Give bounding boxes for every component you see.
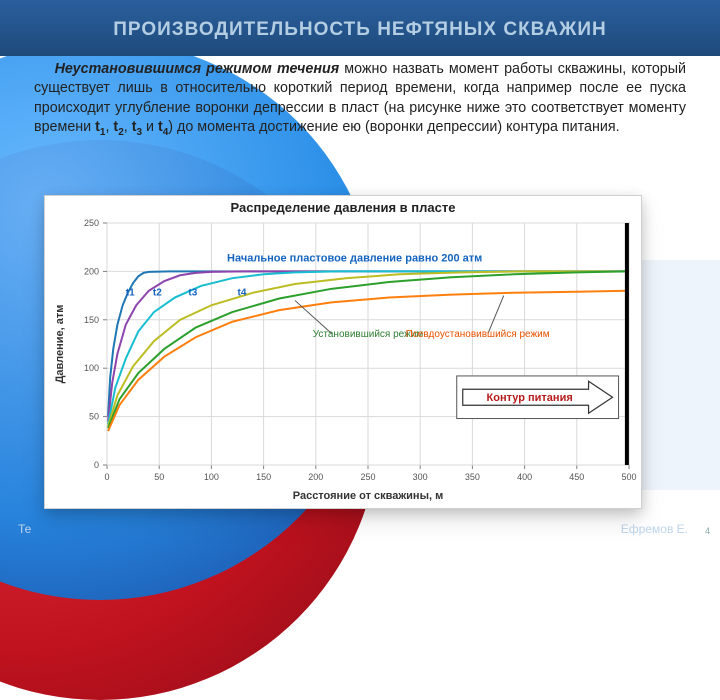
slide-title-banner: ПРОИЗВОДИТЕЛЬНОСТЬ НЕФТЯНЫХ СКВАЖИН xyxy=(0,0,720,56)
svg-text:200: 200 xyxy=(308,472,323,482)
lead-term: Неустановившимся режимом течения xyxy=(55,61,340,77)
svg-text:Контур питания: Контур питания xyxy=(487,392,573,404)
svg-text:Давление, атм: Давление, атм xyxy=(54,305,66,384)
svg-text:t2: t2 xyxy=(153,288,162,299)
svg-text:t3: t3 xyxy=(188,288,197,299)
svg-text:500: 500 xyxy=(621,472,636,482)
svg-text:100: 100 xyxy=(84,363,99,373)
footer-left: Те xyxy=(18,522,31,536)
svg-text:0: 0 xyxy=(94,460,99,470)
svg-text:150: 150 xyxy=(84,315,99,325)
page-number: 4 xyxy=(705,526,710,536)
svg-text:450: 450 xyxy=(569,472,584,482)
svg-text:Начальное пластовое давление р: Начальное пластовое давление равно 200 а… xyxy=(227,253,482,265)
svg-text:Расстояние от скважины, м: Расстояние от скважины, м xyxy=(293,490,443,502)
svg-text:350: 350 xyxy=(465,472,480,482)
footer-right: Ефремов Е. xyxy=(621,522,688,536)
chart-title: Распределение давления в пласте xyxy=(45,196,641,215)
svg-text:50: 50 xyxy=(154,472,164,482)
svg-text:250: 250 xyxy=(84,218,99,228)
pressure-distribution-chart: 0 50 100 150 200 250 300 350 400 450 500 0 50 100 150 2… xyxy=(45,215,643,507)
svg-text:50: 50 xyxy=(89,412,99,422)
svg-text:200: 200 xyxy=(84,266,99,276)
svg-text:150: 150 xyxy=(256,472,271,482)
svg-text:Псевдоустановившийся режим: Псевдоустановившийся режим xyxy=(406,329,550,340)
svg-text:0: 0 xyxy=(104,472,109,482)
chart-card: Распределение давления в пласте 0 50 100 15… xyxy=(44,195,642,509)
slide-title: ПРОИЗВОДИТЕЛЬНОСТЬ НЕФТЯНЫХ СКВАЖИН xyxy=(113,19,606,41)
svg-text:t4: t4 xyxy=(238,288,247,299)
svg-text:400: 400 xyxy=(517,472,532,482)
svg-text:100: 100 xyxy=(204,472,219,482)
body-paragraph: Неустановившимся режимом течения можно н… xyxy=(34,60,686,139)
svg-text:300: 300 xyxy=(413,472,428,482)
svg-text:t1: t1 xyxy=(126,288,135,299)
svg-text:250: 250 xyxy=(360,472,375,482)
